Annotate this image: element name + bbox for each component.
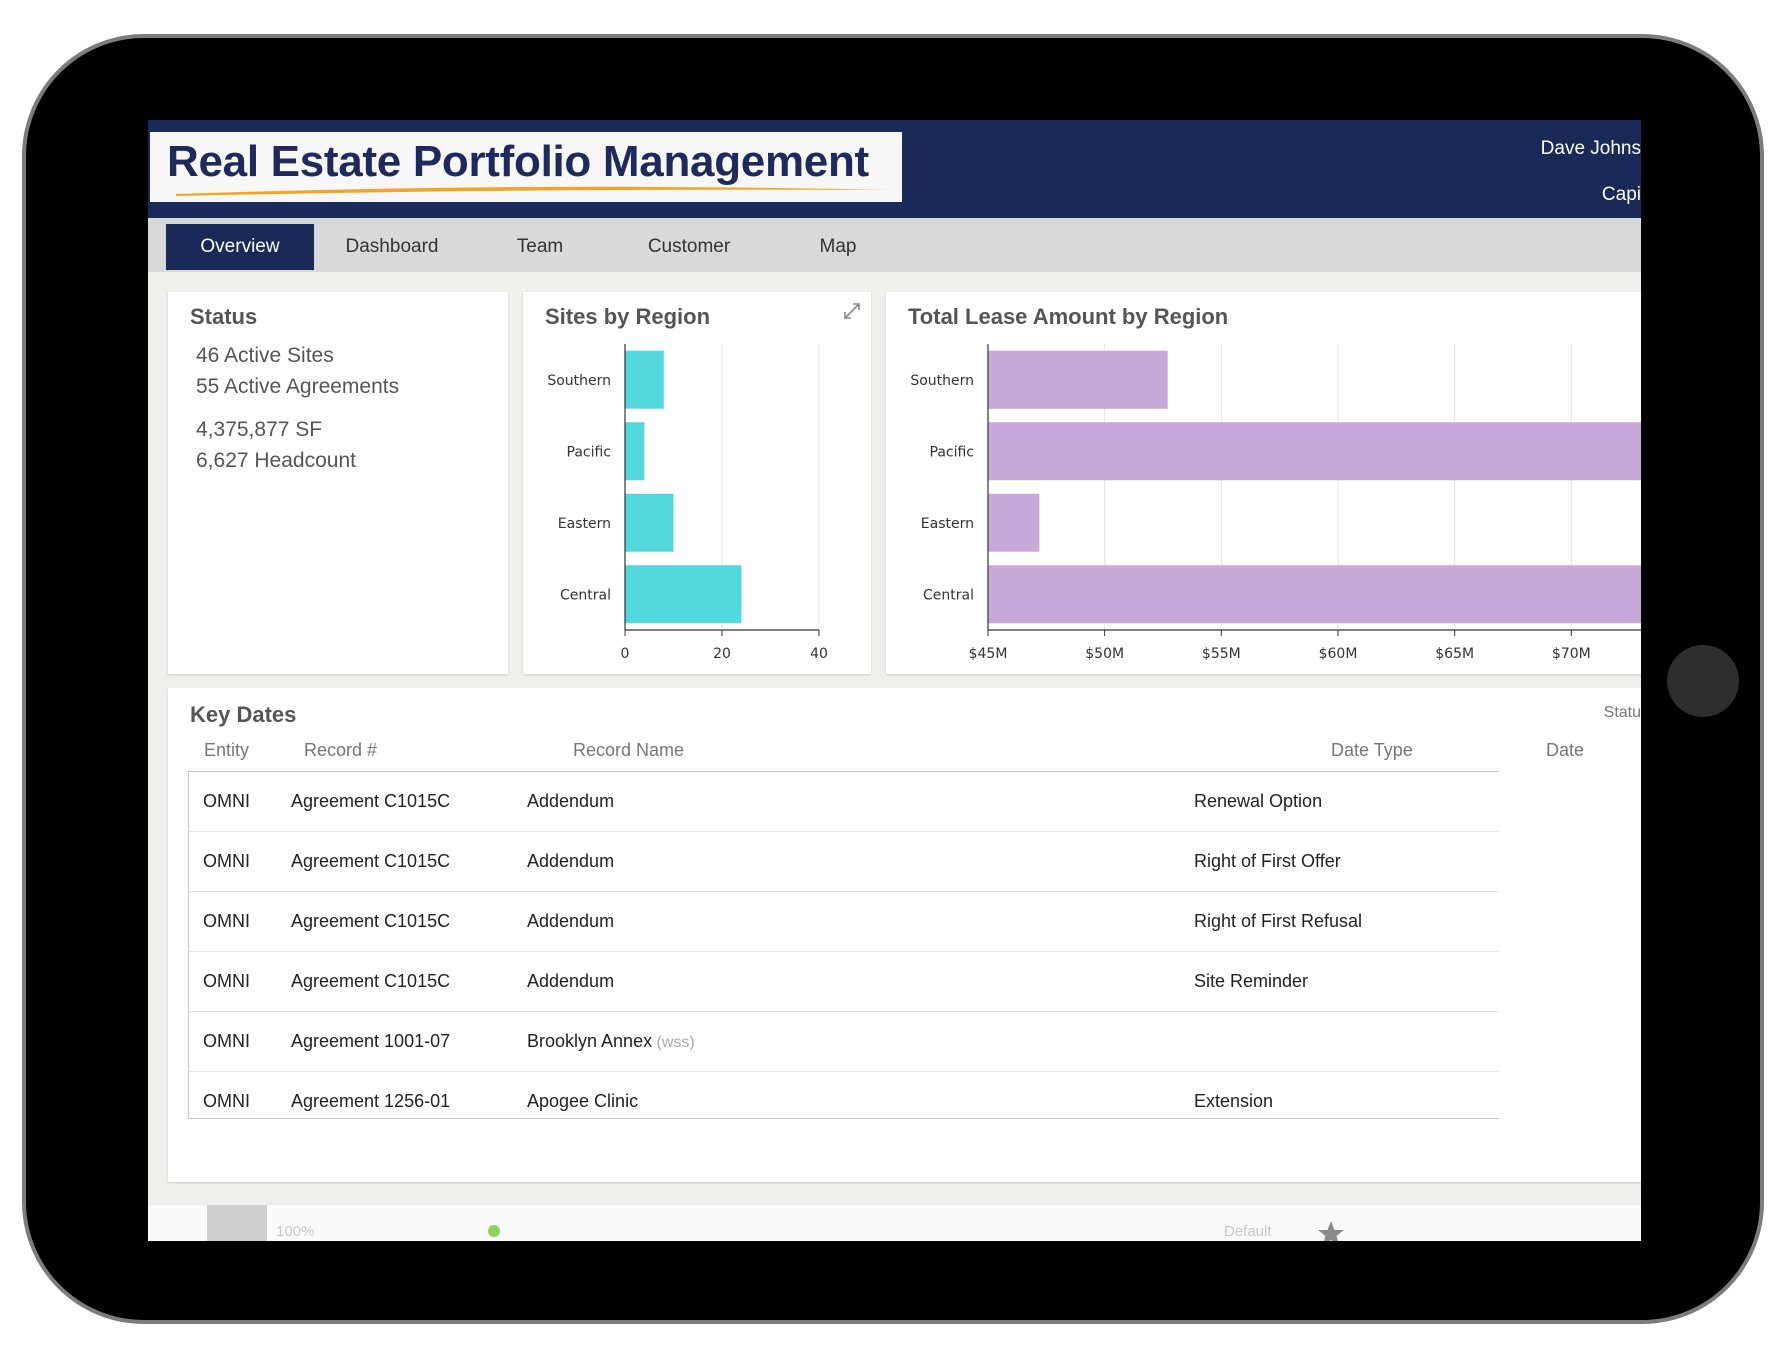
cell-record-name: Addendum bbox=[527, 851, 615, 871]
app-screen: Real Estate Portfolio Management Dave Jo… bbox=[148, 120, 1641, 1241]
x-tick-label: $60M bbox=[1319, 646, 1358, 662]
category-label: Pacific bbox=[930, 444, 975, 460]
bar-central[interactable] bbox=[625, 565, 742, 624]
footer-bar: 100% Default bbox=[148, 1205, 1641, 1241]
cell-record-number: Agreement C1015C bbox=[291, 911, 451, 931]
tab-overview[interactable]: Overview bbox=[166, 224, 314, 270]
tab-dashboard[interactable]: Dashboard bbox=[345, 236, 439, 257]
bar-eastern[interactable] bbox=[988, 493, 1040, 552]
sites-by-region-chart: Southern Pacific Eastern Central 0 20 40 bbox=[547, 344, 828, 662]
category-label: Central bbox=[560, 587, 611, 603]
cell-date-type: Right of First Offer bbox=[1194, 851, 1341, 871]
cell-record-name: Addendum bbox=[527, 791, 615, 811]
cell-record-number: Agreement C1015C bbox=[291, 851, 451, 871]
status-card: Status 46 Active Sites 55 Active Agreeme… bbox=[168, 292, 508, 674]
tab-map[interactable]: Map bbox=[819, 236, 857, 257]
cell-record-number: Agreement 1256-01 bbox=[291, 1091, 451, 1111]
key-dates-title: Key Dates bbox=[190, 702, 297, 727]
app-logo: Real Estate Portfolio Management bbox=[150, 132, 902, 202]
cell-entity: OMNI bbox=[203, 1091, 250, 1111]
x-tick-label: $65M bbox=[1435, 646, 1474, 662]
table-row[interactable]: OMNI Agreement C1015C Addendum Renewal Opti… bbox=[189, 772, 1499, 832]
home-button[interactable] bbox=[1667, 645, 1739, 717]
x-tick-label: $55M bbox=[1202, 646, 1241, 662]
cell-record-number: Agreement C1015C bbox=[291, 971, 451, 991]
category-label: Pacific bbox=[567, 444, 612, 460]
user-name[interactable]: Dave Johns bbox=[1540, 138, 1641, 159]
bar-central[interactable] bbox=[988, 565, 1641, 624]
user-company: Capi bbox=[1601, 184, 1641, 205]
bar-southern[interactable] bbox=[625, 350, 664, 409]
star-icon[interactable] bbox=[1316, 1219, 1346, 1241]
x-tick-label: $45M bbox=[969, 646, 1008, 662]
logo-swoosh-icon bbox=[176, 186, 890, 196]
cell-entity: OMNI bbox=[203, 851, 250, 871]
table-row[interactable]: OMNI Agreement C1015C Addendum Right of Fir… bbox=[189, 832, 1499, 892]
zoom-control[interactable] bbox=[207, 1205, 267, 1241]
category-label: Eastern bbox=[921, 516, 974, 532]
table-row[interactable]: OMNI Agreement C1015C Addendum Site Reminde… bbox=[189, 952, 1499, 1012]
x-tick-label: 0 bbox=[621, 646, 630, 662]
cell-record-name: Apogee Clinic bbox=[527, 1091, 639, 1111]
bar-southern[interactable] bbox=[988, 350, 1168, 409]
sites-by-region-card: Sites by Region Southern Pacific Eastern Ce… bbox=[523, 292, 871, 674]
sites-chart-title: Sites by Region bbox=[545, 304, 711, 329]
cell-date-type: Right of First Refusal bbox=[1194, 911, 1363, 931]
record-name-suffix: (wss) bbox=[652, 1034, 695, 1051]
key-dates-card: Key Dates Statu Entity Record # Record N… bbox=[168, 688, 1641, 1182]
square-feet: 4,375,877 SF bbox=[196, 418, 323, 441]
cell-record-number: Agreement C1015C bbox=[291, 791, 451, 811]
x-tick-label: 40 bbox=[810, 646, 828, 662]
bar-pacific[interactable] bbox=[625, 422, 645, 481]
lease-by-region-chart: Southern Pacific Eastern Central $45M $50M $55… bbox=[910, 344, 1641, 662]
col-entity[interactable]: Entity bbox=[204, 740, 250, 760]
category-label: Central bbox=[923, 587, 974, 603]
key-dates-table: OMNI Agreement C1015C Addendum Renewal Opti… bbox=[188, 771, 1499, 1119]
top-header: Real Estate Portfolio Management Dave Jo… bbox=[148, 120, 1641, 218]
bar-pacific[interactable] bbox=[988, 422, 1641, 481]
cell-entity: OMNI bbox=[203, 1031, 250, 1051]
bar-eastern[interactable] bbox=[625, 493, 674, 552]
col-record-number[interactable]: Record # bbox=[304, 740, 378, 760]
cell-date-type: Extension bbox=[1194, 1091, 1274, 1111]
cell-record-name: Brooklyn Annex (wss) bbox=[527, 1031, 695, 1051]
cell-record-name: Addendum bbox=[527, 911, 615, 931]
cell-entity: OMNI bbox=[203, 971, 250, 991]
status-dot-icon bbox=[488, 1225, 500, 1237]
col-record-name[interactable]: Record Name bbox=[573, 740, 685, 760]
cell-entity: OMNI bbox=[203, 791, 250, 811]
tab-customer[interactable]: Customer bbox=[647, 236, 731, 257]
main-tabs: Overview Dashboard Team Customer Map bbox=[148, 218, 1641, 272]
status-filter[interactable]: Statu bbox=[1603, 704, 1641, 721]
table-row[interactable]: OMNI Agreement 1256-01 Apogee Clinic Extens… bbox=[189, 1072, 1499, 1118]
col-date-type[interactable]: Date Type bbox=[1331, 740, 1413, 760]
expand-icon[interactable] bbox=[841, 300, 863, 322]
category-label: Southern bbox=[547, 373, 611, 389]
zoom-level: 100% bbox=[276, 1223, 315, 1240]
cell-record-name: Addendum bbox=[527, 971, 615, 991]
category-label: Southern bbox=[910, 373, 974, 389]
lease-by-region-card: Total Lease Amount by Region Southern Pac… bbox=[886, 292, 1641, 674]
headcount: 6,627 Headcount bbox=[196, 449, 356, 472]
cell-entity: OMNI bbox=[203, 911, 250, 931]
app-title: Real Estate Portfolio Management bbox=[167, 137, 869, 186]
lease-chart-title: Total Lease Amount by Region bbox=[908, 304, 1229, 329]
category-label: Eastern bbox=[558, 516, 611, 532]
layout-default[interactable]: Default bbox=[1224, 1223, 1272, 1240]
table-row[interactable]: OMNI Agreement 1001-07 Brooklyn Annex (wss… bbox=[189, 1012, 1499, 1072]
cell-date-type: Site Reminder bbox=[1194, 971, 1309, 991]
col-date[interactable]: Date bbox=[1546, 740, 1585, 760]
x-tick-label: $70M bbox=[1552, 646, 1591, 662]
cell-date-type: Renewal Option bbox=[1194, 791, 1323, 811]
cell-record-number: Agreement 1001-07 bbox=[291, 1031, 451, 1051]
status-title: Status bbox=[190, 304, 258, 329]
active-agreements: 55 Active Agreements bbox=[196, 375, 400, 398]
tab-team[interactable]: Team bbox=[516, 236, 564, 257]
active-sites: 46 Active Sites bbox=[196, 344, 334, 367]
table-row[interactable]: OMNI Agreement C1015C Addendum Right of Fir… bbox=[189, 892, 1499, 952]
x-tick-label: 20 bbox=[713, 646, 731, 662]
x-tick-label: $50M bbox=[1085, 646, 1124, 662]
